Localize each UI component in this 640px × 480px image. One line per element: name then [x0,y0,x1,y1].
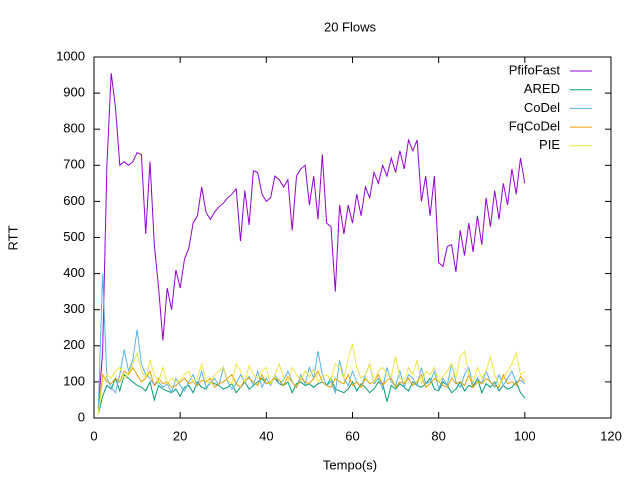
legend-label: FqCoDel [509,119,560,134]
legend-label: PfifoFast [509,62,561,77]
y-tick-label: 0 [78,409,85,424]
y-tick-label: 700 [63,157,85,172]
y-tick-label: 900 [63,85,85,100]
series-line [97,73,526,408]
x-tick-label: 0 [90,428,97,443]
y-tick-label: 200 [63,337,85,352]
legend-label: PIE [539,137,560,152]
y-axis-label: RTT [5,225,20,250]
y-tick-label: 100 [63,373,85,388]
y-tick-label: 300 [63,301,85,316]
x-tick-label: 40 [259,428,273,443]
series-line [97,273,526,411]
legend-label: CoDel [524,100,560,115]
chart-title: 20 Flows [324,19,377,34]
series-line [97,366,526,413]
y-tick-label: 500 [63,229,85,244]
x-axis-label: Tempo(s) [323,457,377,472]
legend-label: ARED [524,81,560,96]
y-tick-label: 1000 [56,48,85,63]
series-line [97,373,526,415]
x-tick-label: 20 [173,428,187,443]
x-tick-label: 120 [600,428,622,443]
y-tick-label: 800 [63,121,85,136]
y-tick-label: 600 [63,193,85,208]
series-line [97,343,526,415]
y-tick-label: 400 [63,265,85,280]
x-tick-label: 100 [514,428,536,443]
x-tick-label: 80 [431,428,445,443]
x-tick-label: 60 [345,428,359,443]
